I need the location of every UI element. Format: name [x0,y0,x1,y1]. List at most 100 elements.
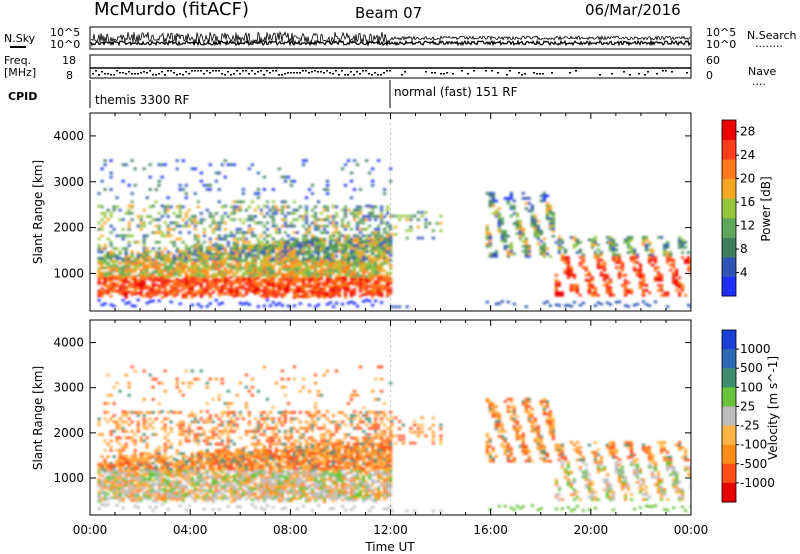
power-cell [365,290,369,293]
vel-cell [181,497,185,500]
power-cell [277,290,281,294]
power-cell [271,241,275,245]
vel-cell [202,496,206,500]
vel-cell [115,462,119,465]
power-cell [280,282,284,286]
vel-cell [244,406,248,409]
vel-cell [124,457,128,460]
vel-cell [259,414,263,417]
power-cell [328,255,333,258]
power-cell [340,261,345,264]
nave-label: Nave [748,65,776,78]
power-cell [334,242,339,245]
vel-cell [235,455,239,459]
power-cell [596,266,600,269]
power-cell [118,277,122,280]
power-cell [355,221,360,225]
power-cell [115,259,119,263]
power-cell [488,192,492,195]
power-cell [280,252,284,256]
vel-cell [235,480,239,483]
vel-cell [157,480,161,484]
power-cell [286,290,290,293]
power-cell [355,279,360,283]
vel-cell [124,411,128,414]
vel-cell [160,381,164,385]
vel-cell [193,436,197,440]
power-cell [316,237,321,241]
power-cell [590,243,594,247]
power-cell [238,301,242,305]
vel-cell [184,462,188,466]
power-cell [217,245,221,249]
vel-cell [220,433,224,436]
vel-cell [139,439,143,443]
power-cell [536,227,540,230]
power-cell [187,279,191,282]
power-cell [238,253,242,256]
power-cell [542,252,546,256]
power-cell [148,285,152,289]
vel-cell [199,476,203,480]
power-cell [374,272,378,275]
power-cell [340,251,345,254]
power-cell [331,269,336,272]
vel-cell [187,469,191,473]
vel-cell [217,449,221,452]
vel-cell [247,458,251,462]
power-cell [328,240,333,243]
power-cell [154,258,158,262]
power-cell [334,277,339,281]
vel-cell [181,452,185,455]
power-cell [262,286,266,289]
power-cell [343,250,348,254]
power-cell [343,273,348,276]
power-cell [362,280,366,284]
power-cell [488,240,492,243]
vel-cell [238,436,242,440]
power-cell [428,222,432,225]
power-cell [557,236,561,239]
power-cell [235,240,239,244]
power-cell [590,284,594,287]
vel-cell [250,436,254,440]
power-cell [304,260,309,264]
power-cell [362,278,366,281]
vel-cell [244,492,248,496]
power-cell [578,251,582,254]
nave-dot [143,71,145,73]
power-cell [130,234,134,238]
power-cell [223,175,227,179]
power-cell [331,261,336,265]
power-cell [139,261,143,264]
power-cell [172,240,176,244]
vel-cell [289,479,293,483]
power-cell [605,281,610,284]
power-cell [235,291,239,295]
power-cell [136,251,140,255]
power-cell [205,254,209,257]
vel-cell [286,457,290,460]
vel-cell [160,503,164,506]
power-cell [371,277,375,281]
power-cell [208,252,212,256]
power-cell [383,247,387,250]
power-cell [292,250,296,254]
vel-cell [271,470,275,473]
vel-cell [286,445,290,449]
vel-cell [118,442,122,446]
power-cell [491,212,495,215]
power-cell [262,293,266,297]
power-cell [244,218,248,221]
nave-dot [329,72,331,74]
power-cell [148,260,152,264]
vel-cell [274,433,278,436]
power-cell [485,245,489,248]
power-cell [307,285,312,288]
power-cell [97,267,101,270]
power-cell [488,245,492,248]
power-cell [377,271,381,274]
vel-cell [229,402,233,405]
nave-dot [293,72,295,74]
vel-cell [181,430,185,433]
